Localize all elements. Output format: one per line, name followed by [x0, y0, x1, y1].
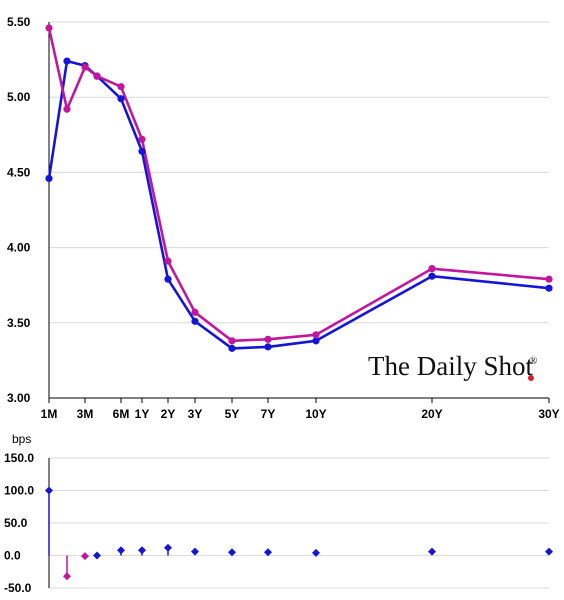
series-1-point: [312, 337, 320, 345]
change-marker: [312, 548, 320, 557]
series-1-point: [138, 147, 146, 155]
top-y-tick-label: 5.00: [7, 90, 31, 104]
series-1-point: [117, 95, 125, 103]
change-marker: [228, 548, 236, 557]
change-marker: [117, 546, 125, 555]
series-2-point: [138, 135, 146, 143]
change-marker: [191, 547, 199, 556]
series-2-point: [63, 105, 71, 113]
series-2-point: [117, 83, 125, 91]
logo-registered-mark: ®: [529, 355, 537, 367]
change-marker: [81, 552, 89, 561]
bottom-chart-changes: [45, 486, 553, 581]
top-chart-x-axis: 1M 3M 6M 1Y 2Y 3Y 5Y 7Y 10Y 20Y 30Y: [41, 397, 560, 421]
top-x-tick-label: 2Y: [161, 407, 176, 421]
series-2-point: [81, 63, 89, 71]
series-1-point: [191, 317, 199, 325]
top-x-tick-label: 3Y: [188, 407, 203, 421]
daily-shot-logo: The Daily Shot ®: [368, 351, 537, 381]
bottom-y-tick-label: -50.0: [4, 581, 32, 595]
series-2-point: [45, 24, 53, 32]
series-1-line: [47, 59, 550, 350]
top-x-tick-label: 1M: [41, 407, 58, 421]
change-marker: [428, 547, 436, 556]
series-2-point: [191, 308, 199, 316]
top-chart-series: [45, 24, 553, 352]
bottom-chart-gridlines: [49, 457, 549, 589]
series-2-point: [545, 275, 553, 283]
series-1-point: [228, 344, 236, 352]
top-x-tick-label: 20Y: [421, 407, 442, 421]
top-y-tick-label: 4.50: [7, 165, 31, 179]
series-1-point: [45, 174, 53, 183]
series-1-point: [63, 57, 71, 65]
series-2-point: [312, 331, 320, 339]
top-x-tick-label: 5Y: [225, 407, 240, 421]
top-y-tick-label: 3.00: [7, 391, 31, 405]
top-x-tick-label: 7Y: [261, 407, 276, 421]
change-marker: [545, 547, 553, 556]
top-y-tick-label: 3.50: [7, 316, 31, 330]
series-2-point: [228, 337, 236, 345]
top-x-tick-label: 3M: [77, 407, 94, 421]
series-1-point: [428, 272, 436, 280]
logo-dot: [528, 375, 534, 381]
top-x-tick-label: 1Y: [135, 407, 150, 421]
bottom-y-tick-label: 50.0: [4, 516, 28, 530]
series-1-point: [164, 275, 172, 283]
change-marker: [264, 548, 272, 557]
top-y-tick-label: 5.50: [7, 15, 31, 29]
top-x-tick-label: 6M: [113, 407, 130, 421]
change-marker: [45, 486, 53, 495]
bottom-y-tick-label: 0.0: [4, 549, 21, 563]
bottom-y-tick-label: 150.0: [4, 451, 34, 465]
bottom-chart-y-axis: -50.0 0.0 50.0 100.0 150.0: [4, 451, 50, 595]
series-2-line: [47, 27, 550, 343]
series-2-point: [164, 257, 172, 265]
series-1-point: [545, 284, 553, 292]
change-marker: [63, 572, 71, 581]
series-2-point: [93, 72, 101, 80]
change-marker: [138, 546, 146, 555]
change-marker: [164, 543, 172, 552]
top-chart-y-axis: 3.00 3.50 4.00 4.50 5.00 5.50: [7, 15, 50, 405]
bottom-chart-unit-label: bps: [12, 432, 31, 446]
top-x-tick-label: 30Y: [538, 407, 559, 421]
top-y-tick-label: 4.00: [7, 241, 31, 255]
series-2-point: [264, 335, 272, 343]
top-x-tick-label: 10Y: [305, 407, 326, 421]
series-2-point: [428, 265, 436, 273]
series-1-point: [264, 343, 272, 351]
top-chart-gridlines: [49, 21, 549, 399]
bottom-y-tick-label: 100.0: [4, 484, 34, 498]
logo-text: The Daily Shot: [368, 351, 533, 381]
change-marker: [93, 551, 101, 560]
